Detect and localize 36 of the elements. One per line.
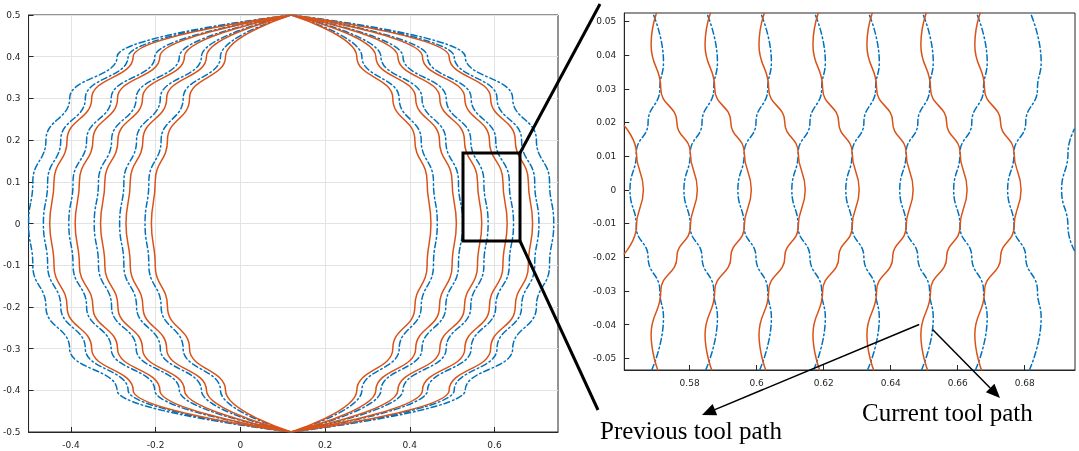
x-tick-label: 0.68 [1014,377,1036,388]
y-tick-label: 0 [14,218,21,229]
y-tick-label: -0.05 [592,353,617,364]
x-tick-label: 0 [237,439,244,450]
annotation: Previous tool path [600,417,783,444]
y-tick-label: -0.01 [592,218,617,229]
y-tick-label: -0.5 [3,427,21,437]
x-tick-label: -0.4 [62,439,80,450]
y-tick-label: -0.2 [3,301,21,312]
x-tick-label: 0.62 [813,377,834,388]
y-tick-label: -0.1 [3,260,21,271]
y-tick-label: 0.02 [596,117,617,128]
x-tick-label: 0.64 [880,377,901,388]
x-tick-label: 0.6 [749,377,765,388]
y-tick-label: -0.04 [592,319,617,330]
y-tick-label: 0.5 [6,10,21,20]
x-tick-label: 0.2 [317,439,333,450]
x-tick-label: 0.6 [487,439,502,450]
y-tick-label: 0.03 [596,83,617,94]
y-tick-label: 0.05 [596,16,617,27]
y-tick-label: 0.01 [596,151,617,162]
y-tick-label: 0.2 [6,135,21,146]
y-tick-label: -0.03 [592,285,617,296]
x-tick-label: 0.4 [402,439,418,450]
y-tick-label: 0.4 [6,51,21,62]
y-tick-label: -0.4 [3,385,21,396]
annotation: Current tool path [862,399,1034,426]
y-tick-label: 0.04 [596,50,617,61]
x-tick-label: 0.66 [947,377,968,388]
y-tick-label: 0 [610,184,617,195]
y-tick-label: -0.02 [592,252,617,263]
y-tick-label: 0.1 [6,176,21,187]
x-tick-label: 0.58 [679,377,700,388]
y-tick-label: 0.3 [6,93,21,104]
y-tick-label: -0.3 [3,343,21,354]
x-tick-label: -0.2 [146,439,165,450]
